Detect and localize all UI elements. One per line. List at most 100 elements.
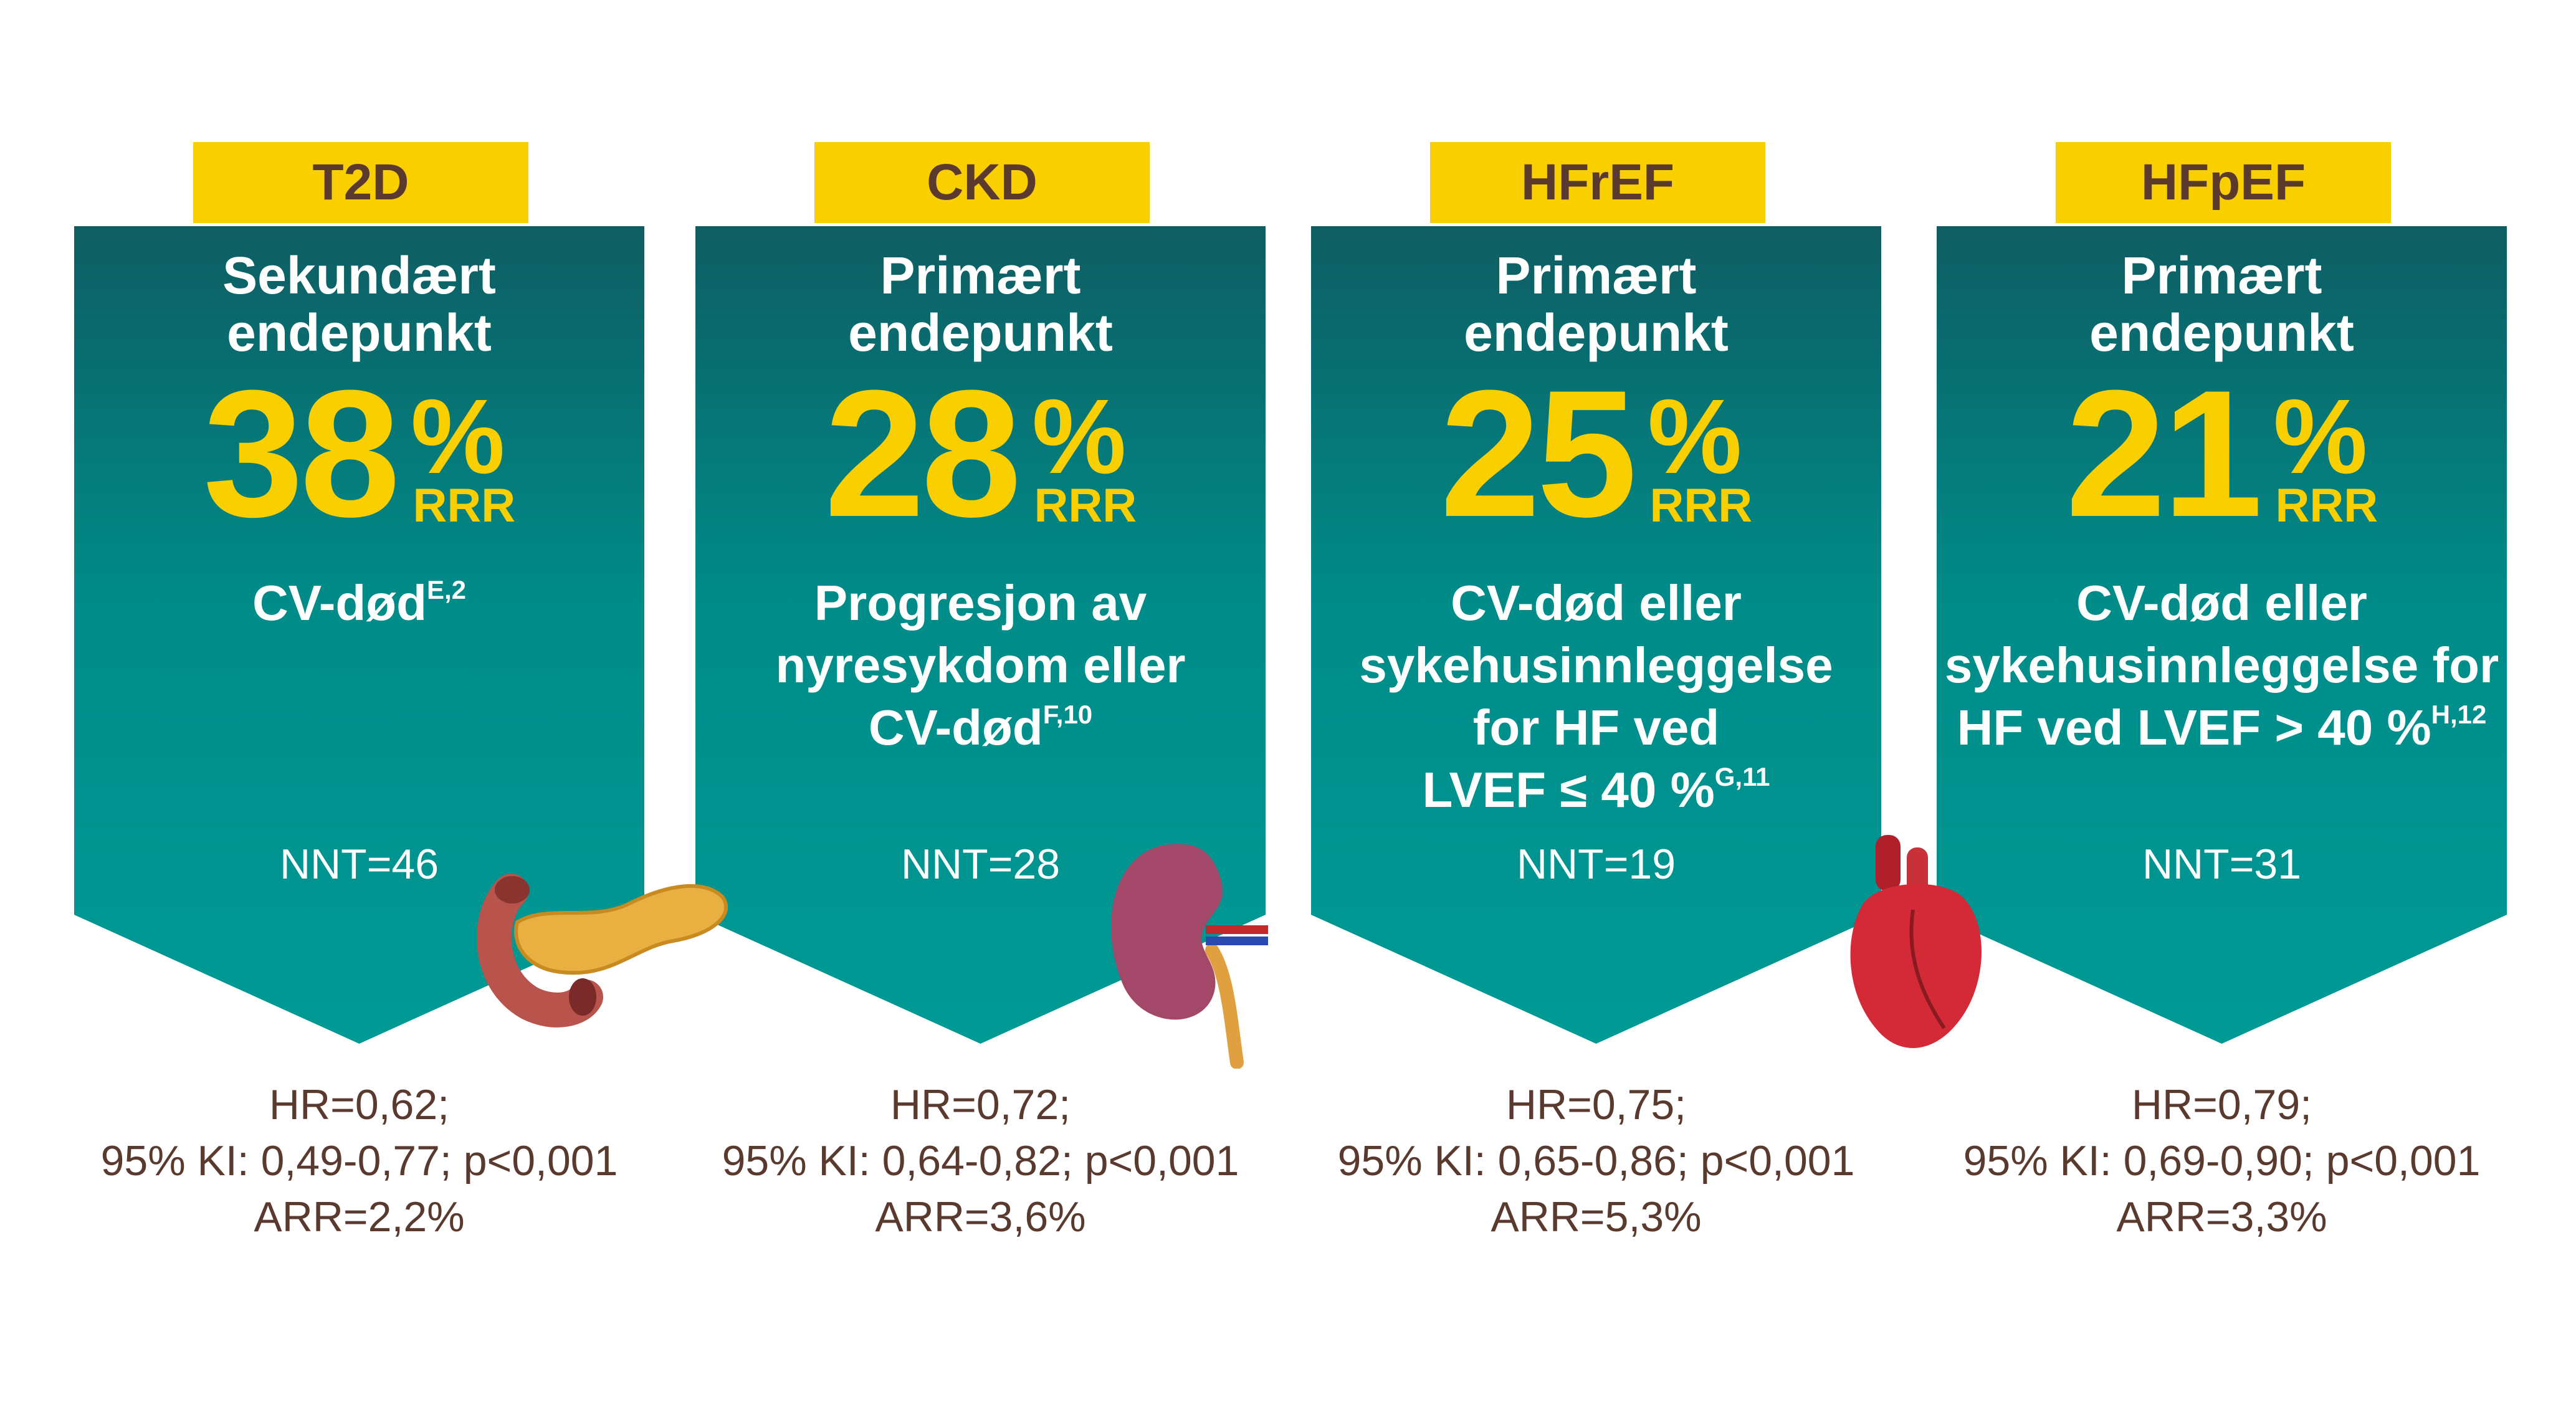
unit-stack: % RRR <box>2263 378 2378 532</box>
stats-line: ARR=3,3% <box>2116 1193 2327 1241</box>
measure: RRR <box>1649 479 1753 532</box>
outcome-line: CV-dødF,10 <box>695 697 1266 759</box>
endpoint-line: Primært <box>2121 246 2322 305</box>
big-number: 21 <box>2065 353 2263 555</box>
arrow-panel <box>695 226 1266 1044</box>
stats-line: 95% KI: 0,69-0,90; p<0,001 <box>1963 1137 2481 1185</box>
outcome-text: CV-død eller <box>1451 575 1742 631</box>
outcome-line: CV-død eller <box>1937 572 2507 634</box>
tag: HFpEF <box>2056 142 2391 223</box>
panel: T2D Sekundært endepunkt 38% RRR CV-dødE,2 NNT=… <box>74 142 644 1241</box>
panel-shape <box>1311 226 1881 1044</box>
panel: HFpEF Primært endepunkt 21% RRR CV-død eller s… <box>1937 142 2507 1241</box>
outcome-text: HF ved LVEF > 40 % <box>1957 700 2431 755</box>
big-figure: 28% RRR <box>695 353 1266 555</box>
outcome-line: HF ved LVEF > 40 %H,12 <box>1937 697 2507 759</box>
outcome: Progresjon av nyresykdom eller CV-dødF,10 <box>695 572 1266 759</box>
heart-illustration <box>1850 835 1982 1049</box>
endpoint: Primært endepunkt <box>1311 247 1881 361</box>
arrow-panel <box>1937 226 2507 1044</box>
panel: CKD Primært endepunkt 28% RRR Progresjon av ny… <box>695 142 1266 1241</box>
outcome: CV-dødE,2 <box>74 572 644 634</box>
percent-sign: % <box>1648 378 1742 496</box>
stats-line: ARR=3,6% <box>875 1193 1086 1241</box>
unit-stack: % RRR <box>400 378 516 532</box>
stats-line: HR=0,72; <box>890 1081 1071 1128</box>
endpoint: Sekundært endepunkt <box>74 247 644 361</box>
percent-sign: % <box>2273 378 2368 496</box>
reference: G,11 <box>1714 762 1770 791</box>
outcome-text: CV-død <box>868 700 1043 755</box>
unit-stack: % RRR <box>1637 378 1753 532</box>
tag: HFrEF <box>1430 142 1765 223</box>
outcome-text: sykehusinnleggelse <box>1359 637 1833 693</box>
outcome-line: nyresykdom eller <box>695 634 1266 697</box>
measure: RRR <box>1034 479 1137 532</box>
kidney-illustration <box>1111 844 1268 1069</box>
outcome-text: Progresjon av <box>814 575 1147 631</box>
outcome-line: CV-dødE,2 <box>74 572 644 634</box>
endpoint-line: Primært <box>880 246 1081 305</box>
outcome: CV-død eller sykehusinnleggelse for HF ved… <box>1311 572 1881 821</box>
stats-line: HR=0,62; <box>269 1081 450 1128</box>
tag: CKD <box>814 142 1150 223</box>
endpoint-line: endepunkt <box>1464 303 1729 362</box>
stats-line: 95% KI: 0,64-0,82; p<0,001 <box>722 1137 1239 1185</box>
nnt: NNT=31 <box>2142 841 2302 888</box>
reference: H,12 <box>2431 700 2487 729</box>
pancreas-illustration <box>476 874 728 1028</box>
outcome-text: sykehusinnleggelse for <box>1944 637 2499 693</box>
outcome-text: CV-død <box>252 575 427 631</box>
outcome-text: for HF ved <box>1472 700 1720 755</box>
big-figure: 38% RRR <box>74 353 644 555</box>
stats-line: 95% KI: 0,49-0,77; p<0,001 <box>100 1137 618 1185</box>
endpoint: Primært endepunkt <box>1937 247 2507 361</box>
outcome-line: CV-død eller <box>1311 572 1881 634</box>
panel-shape <box>695 226 1266 1044</box>
endpoint-line: Sekundært <box>222 246 496 305</box>
outcome-text: CV-død eller <box>2076 575 2367 631</box>
measure: RRR <box>413 479 516 532</box>
endpoint: Primært endepunkt <box>695 247 1266 361</box>
big-figure: 21% RRR <box>1937 353 2507 555</box>
big-number: 25 <box>1439 353 1638 555</box>
big-figure: 25% RRR <box>1311 353 1881 555</box>
stats: HR=0,72; 95% KI: 0,64-0,82; p<0,001 ARR=3,… <box>695 1077 1266 1245</box>
nnt: NNT=28 <box>900 841 1061 888</box>
outcome-text: LVEF ≤ 40 % <box>1422 762 1715 818</box>
outcome-line: LVEF ≤ 40 %G,11 <box>1311 759 1881 821</box>
measure: RRR <box>2275 479 2378 532</box>
percent-sign: % <box>1032 378 1127 496</box>
panel: HFrEF Primært endepunkt 25% RRR CV-død eller s… <box>1311 142 1881 1241</box>
outcome-line: sykehusinnleggelse <box>1311 634 1881 697</box>
endpoint-line: endepunkt <box>2089 303 2354 362</box>
tag: T2D <box>193 142 528 223</box>
stats: HR=0,75; 95% KI: 0,65-0,86; p<0,001 ARR=5,… <box>1311 1077 1881 1245</box>
nnt: NNT=46 <box>279 841 439 888</box>
nnt: NNT=19 <box>1516 841 1676 888</box>
endpoint-line: endepunkt <box>848 303 1113 362</box>
panel-shape <box>74 226 644 1044</box>
outcome-line: sykehusinnleggelse for <box>1937 634 2507 697</box>
panel-shape <box>1937 226 2507 1044</box>
endpoint-line: endepunkt <box>227 303 492 362</box>
outcome-line: for HF ved <box>1311 697 1881 759</box>
reference: E,2 <box>426 575 466 604</box>
stats-line: 95% KI: 0,65-0,86; p<0,001 <box>1337 1137 1855 1185</box>
stats: HR=0,79; 95% KI: 0,69-0,90; p<0,001 ARR=3,… <box>1937 1077 2507 1245</box>
endpoint-line: Primært <box>1496 246 1697 305</box>
reference: F,10 <box>1042 700 1093 729</box>
outcome-text: nyresykdom eller <box>775 637 1186 693</box>
stats-line: ARR=5,3% <box>1491 1193 1702 1241</box>
big-number: 38 <box>203 353 401 555</box>
unit-stack: % RRR <box>1021 378 1137 532</box>
stats-line: HR=0,79; <box>2131 1081 2312 1128</box>
stats: HR=0,62; 95% KI: 0,49-0,77; p<0,001 ARR=2,… <box>74 1077 644 1245</box>
stats-line: HR=0,75; <box>1505 1081 1687 1128</box>
arrow-panel <box>1311 226 1881 1044</box>
percent-sign: % <box>411 378 505 496</box>
outcome-line: Progresjon av <box>695 572 1266 634</box>
arrow-panel <box>74 226 644 1044</box>
big-number: 28 <box>824 353 1022 555</box>
